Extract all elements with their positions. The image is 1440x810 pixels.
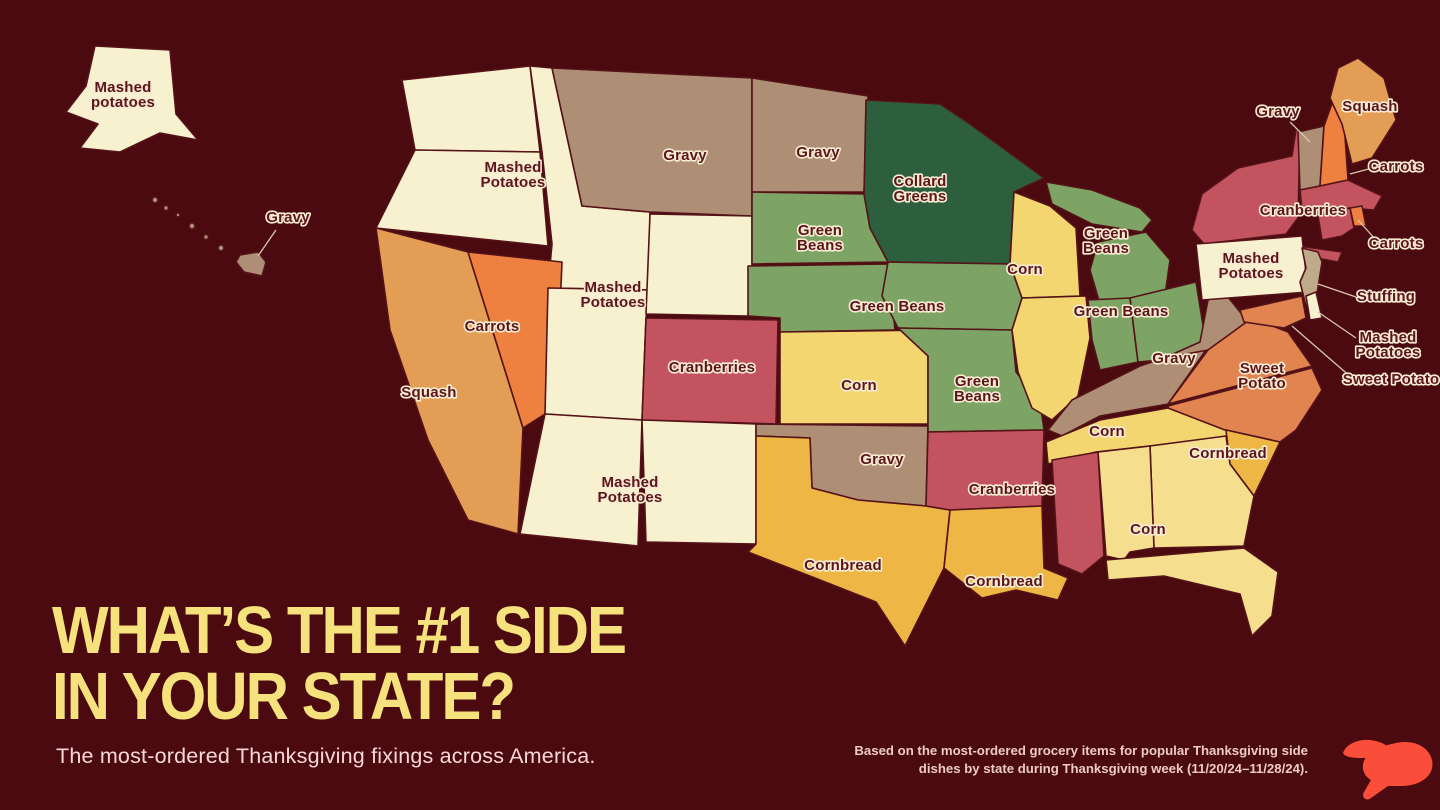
state-de xyxy=(1305,291,1323,321)
state-hi xyxy=(151,196,267,277)
label-az-nm-2: Potatoes xyxy=(598,489,663,506)
label-in-oh: Green Beans xyxy=(1074,303,1169,320)
label-ks: Corn xyxy=(841,377,877,394)
label-ak-2: potatoes xyxy=(91,94,155,111)
label-tn: Corn xyxy=(1089,423,1125,440)
label-mi-2: Beans xyxy=(1083,240,1129,257)
label-pa-2: Potatoes xyxy=(1219,265,1284,282)
state-fl xyxy=(1105,547,1279,637)
label-wa-id-2: Potatoes xyxy=(481,174,546,191)
label-ak: Mashed xyxy=(94,79,151,96)
state-or xyxy=(375,149,549,247)
label-pa: Mashed xyxy=(1222,250,1279,267)
label-ne-ia: Green Beans xyxy=(850,298,945,315)
label-sd-2: Beans xyxy=(797,237,843,254)
label-ca: Squash xyxy=(401,384,456,401)
label-wa-id: Mashed xyxy=(484,159,541,176)
leader-de xyxy=(1317,311,1357,339)
leader-lines xyxy=(257,121,1377,379)
label-mn-2: Greens xyxy=(894,188,947,205)
label-mi: Green xyxy=(1084,225,1128,242)
label-mo: Green xyxy=(955,373,999,390)
labels-layer: Mashed potatoes Gravy Mashed Potatoes Gr… xyxy=(89,77,1440,591)
leader-hi xyxy=(257,229,277,257)
label-mo-2: Beans xyxy=(954,388,1000,405)
label-ny-ma: Cranberries xyxy=(1260,202,1346,219)
leader-md xyxy=(1291,325,1353,379)
state-mt xyxy=(551,67,753,217)
label-wi: Corn xyxy=(1007,261,1043,278)
doordash-logo xyxy=(1343,739,1433,800)
state-wy xyxy=(645,213,753,317)
state-nm xyxy=(641,419,757,545)
page-title-line2: IN YOUR STATE? xyxy=(52,658,516,734)
label-md: Sweet Potato xyxy=(1343,371,1440,388)
state-ar xyxy=(925,429,1045,511)
leader-nj xyxy=(1317,283,1357,298)
state-ak xyxy=(65,45,199,153)
source-footnote-line1: Based on the most-ordered grocery items … xyxy=(854,743,1308,758)
state-ms xyxy=(1051,451,1105,575)
page-title: WHAT’S THE #1 SIDE IN YOUR STATE? xyxy=(52,592,627,734)
label-hi: Gravy xyxy=(266,209,310,226)
state-in xyxy=(1087,297,1139,371)
page-title-line1: WHAT’S THE #1 SIDE xyxy=(52,592,627,668)
label-sc: Cornbread xyxy=(1189,445,1267,462)
label-nh: Carrots xyxy=(1369,158,1424,175)
label-de-2: Potatoes xyxy=(1356,344,1421,361)
label-va: Sweet xyxy=(1240,360,1284,377)
state-mi-upper xyxy=(1045,181,1153,233)
state-la xyxy=(943,505,1069,601)
state-wa xyxy=(401,65,541,153)
source-footnote-line2: dishes by state during Thanksgiving week… xyxy=(918,761,1308,777)
label-co: Cranberries xyxy=(669,359,755,376)
label-ri: Carrots xyxy=(1369,235,1424,252)
label-ut: Mashed xyxy=(584,279,641,296)
state-ct xyxy=(1317,207,1355,241)
label-ut-2: Potatoes xyxy=(581,294,646,311)
label-sd: Green xyxy=(798,222,842,239)
label-mt: Gravy xyxy=(663,147,707,164)
state-ia xyxy=(881,261,1023,331)
label-va-2: Potato xyxy=(1238,375,1286,392)
label-tx: Cornbread xyxy=(804,557,882,574)
source-footnote: Based on the most-ordered grocery items … xyxy=(810,742,1308,779)
state-il xyxy=(1011,295,1091,421)
label-de: Mashed xyxy=(1359,329,1416,346)
label-ar-ms: Cranberries xyxy=(969,481,1055,498)
leader-nh xyxy=(1349,166,1377,175)
label-la: Cornbread xyxy=(965,573,1043,590)
label-ga: Corn xyxy=(1130,521,1166,538)
state-me xyxy=(1329,57,1397,165)
states-layer xyxy=(65,45,1397,647)
label-nv: Carrots xyxy=(465,318,520,335)
page-subtitle: The most-ordered Thanksgiving fixings ac… xyxy=(56,744,596,768)
label-me: Squash xyxy=(1342,98,1397,115)
label-az-nm: Mashed xyxy=(601,474,658,491)
label-vt: Gravy xyxy=(1256,103,1300,120)
label-mn: Collard xyxy=(893,173,946,190)
state-nd xyxy=(751,77,869,193)
label-nj: Stuffing xyxy=(1357,288,1415,305)
label-ky-wv: Gravy xyxy=(1152,350,1196,367)
state-md xyxy=(1239,295,1307,329)
state-az xyxy=(519,413,643,547)
label-nd: Gravy xyxy=(796,144,840,161)
doordash-logo-bowl xyxy=(1362,741,1433,800)
leader-vt xyxy=(1289,121,1311,143)
state-va xyxy=(1167,317,1313,405)
leader-ri xyxy=(1357,219,1377,241)
state-al xyxy=(1097,445,1155,561)
label-ok: Gravy xyxy=(860,451,904,468)
